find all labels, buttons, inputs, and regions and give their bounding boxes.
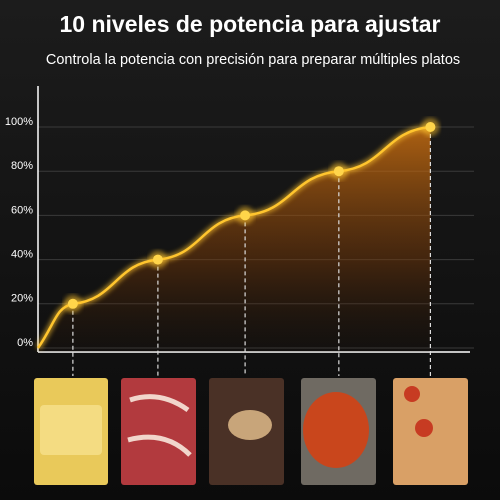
y-tick-label: 40% <box>11 249 33 261</box>
chart-title: 10 niveles de potencia para ajustar <box>60 11 441 37</box>
y-tick-label: 20% <box>11 293 33 305</box>
y-tick-label: 0% <box>17 337 33 349</box>
y-tick-label: 60% <box>11 204 33 216</box>
chart-subtitle: Controla la potencia con precisión para … <box>46 52 460 68</box>
y-tick-label: 80% <box>11 160 33 172</box>
marker <box>152 254 163 265</box>
pizza-image <box>404 386 420 402</box>
y-tick-label: 100% <box>5 116 33 128</box>
soup-image <box>303 392 369 468</box>
meat-image <box>121 378 196 485</box>
mushroom-image <box>228 410 272 440</box>
marker <box>425 122 436 132</box>
area <box>38 127 431 352</box>
meat-image <box>127 394 192 457</box>
marker <box>240 210 251 221</box>
butter-image <box>40 405 102 455</box>
marker <box>333 166 344 177</box>
plot: 0% 20% 40% 60% 80% 100% <box>5 86 474 376</box>
food-images <box>34 378 468 485</box>
pizza-image <box>415 419 433 437</box>
marker <box>67 298 78 309</box>
